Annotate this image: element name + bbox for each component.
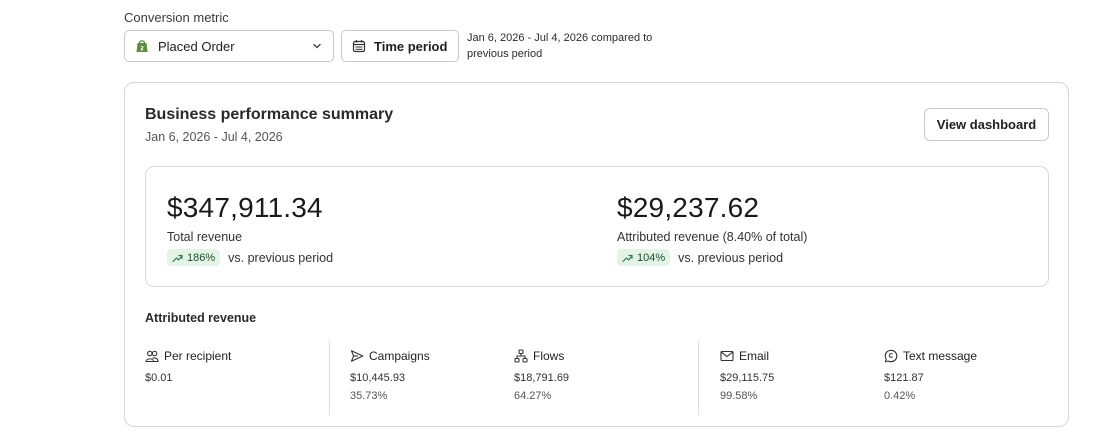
send-icon <box>350 350 364 362</box>
change-suffix: vs. previous period <box>228 250 334 265</box>
shopify-bag-icon <box>136 40 148 52</box>
stat-label: Campaigns <box>369 349 430 363</box>
stat-value: $0.01 <box>145 372 173 384</box>
revenue-overview: $347,911.34 Total revenue 186% vs. previ… <box>145 166 1049 287</box>
stat-text-message: Text message $121.87 0.42% <box>884 348 977 402</box>
stat-value: $29,115.75 <box>720 372 775 384</box>
attributed-revenue-change: 104% vs. previous period <box>617 249 807 266</box>
stat-email: Email $29,115.75 99.58% <box>720 348 774 402</box>
change-badge: 104% <box>617 249 671 266</box>
calendar-icon <box>352 40 366 53</box>
attributed-revenue-label: Attributed revenue (8.40% of total) <box>617 230 808 244</box>
stat-label: Per recipient <box>164 349 232 363</box>
people-icon <box>145 350 159 363</box>
change-suffix: vs. previous period <box>678 250 784 265</box>
stat-label: Flows <box>533 349 565 363</box>
mail-icon <box>720 350 734 362</box>
stat-percent: 35.73% <box>350 390 388 402</box>
change-percent: 186% <box>187 251 216 264</box>
conversion-metric-value: Placed Order <box>158 38 235 54</box>
total-revenue-amount: $347,911.34 <box>167 192 323 223</box>
business-performance-card: Business performance summary Jan 6, 2026… <box>124 82 1069 427</box>
stat-value: $121.87 <box>884 372 924 384</box>
conversion-metric-label: Conversion metric <box>124 10 229 25</box>
trend-up-icon <box>622 254 633 263</box>
comparison-period-text: Jan 6, 2026 - Jul 4, 2026 compared to pr… <box>467 32 653 60</box>
time-period-label: Time period <box>374 38 448 54</box>
attributed-revenue-amount: $29,237.62 <box>617 192 760 223</box>
stat-divider <box>329 341 330 415</box>
time-period-button[interactable]: Time period <box>341 30 459 62</box>
stat-percent: 0.42% <box>884 390 916 402</box>
chevron-down-icon <box>313 43 321 49</box>
stat-campaigns: Campaigns $10,445.93 35.73% <box>350 348 430 402</box>
stat-percent: 64.27% <box>514 390 552 402</box>
change-percent: 104% <box>637 251 666 264</box>
flow-icon <box>514 349 528 363</box>
stat-value: $10,445.93 <box>350 372 406 384</box>
trend-up-icon <box>172 254 183 263</box>
attributed-revenue-block: $29,237.62 Attributed revenue (8.40% of … <box>617 191 807 266</box>
stat-label: Email <box>739 349 770 363</box>
stat-percent: 99.58% <box>720 390 758 402</box>
total-revenue-change: 186% vs. previous period <box>167 249 333 266</box>
stat-divider <box>698 341 699 415</box>
total-revenue-label: Total revenue <box>167 230 243 244</box>
stat-label: Text message <box>903 349 978 363</box>
stat-flows: Flows $18,791.69 64.27% <box>514 348 569 402</box>
attributed-revenue-heading: Attributed revenue <box>145 311 257 325</box>
card-title: Business performance summary <box>145 106 394 123</box>
card-date-range: Jan 6, 2026 - Jul 4, 2026 <box>145 130 283 144</box>
stat-value: $18,791.69 <box>514 372 570 384</box>
view-dashboard-button[interactable]: View dashboard <box>924 108 1049 141</box>
change-badge: 186% <box>167 249 221 266</box>
conversion-metric-select[interactable]: Placed Order <box>124 30 334 62</box>
message-icon <box>884 349 898 363</box>
total-revenue-block: $347,911.34 Total revenue 186% vs. previ… <box>167 191 333 266</box>
stat-per-recipient: Per recipient $0.01 <box>145 348 231 384</box>
